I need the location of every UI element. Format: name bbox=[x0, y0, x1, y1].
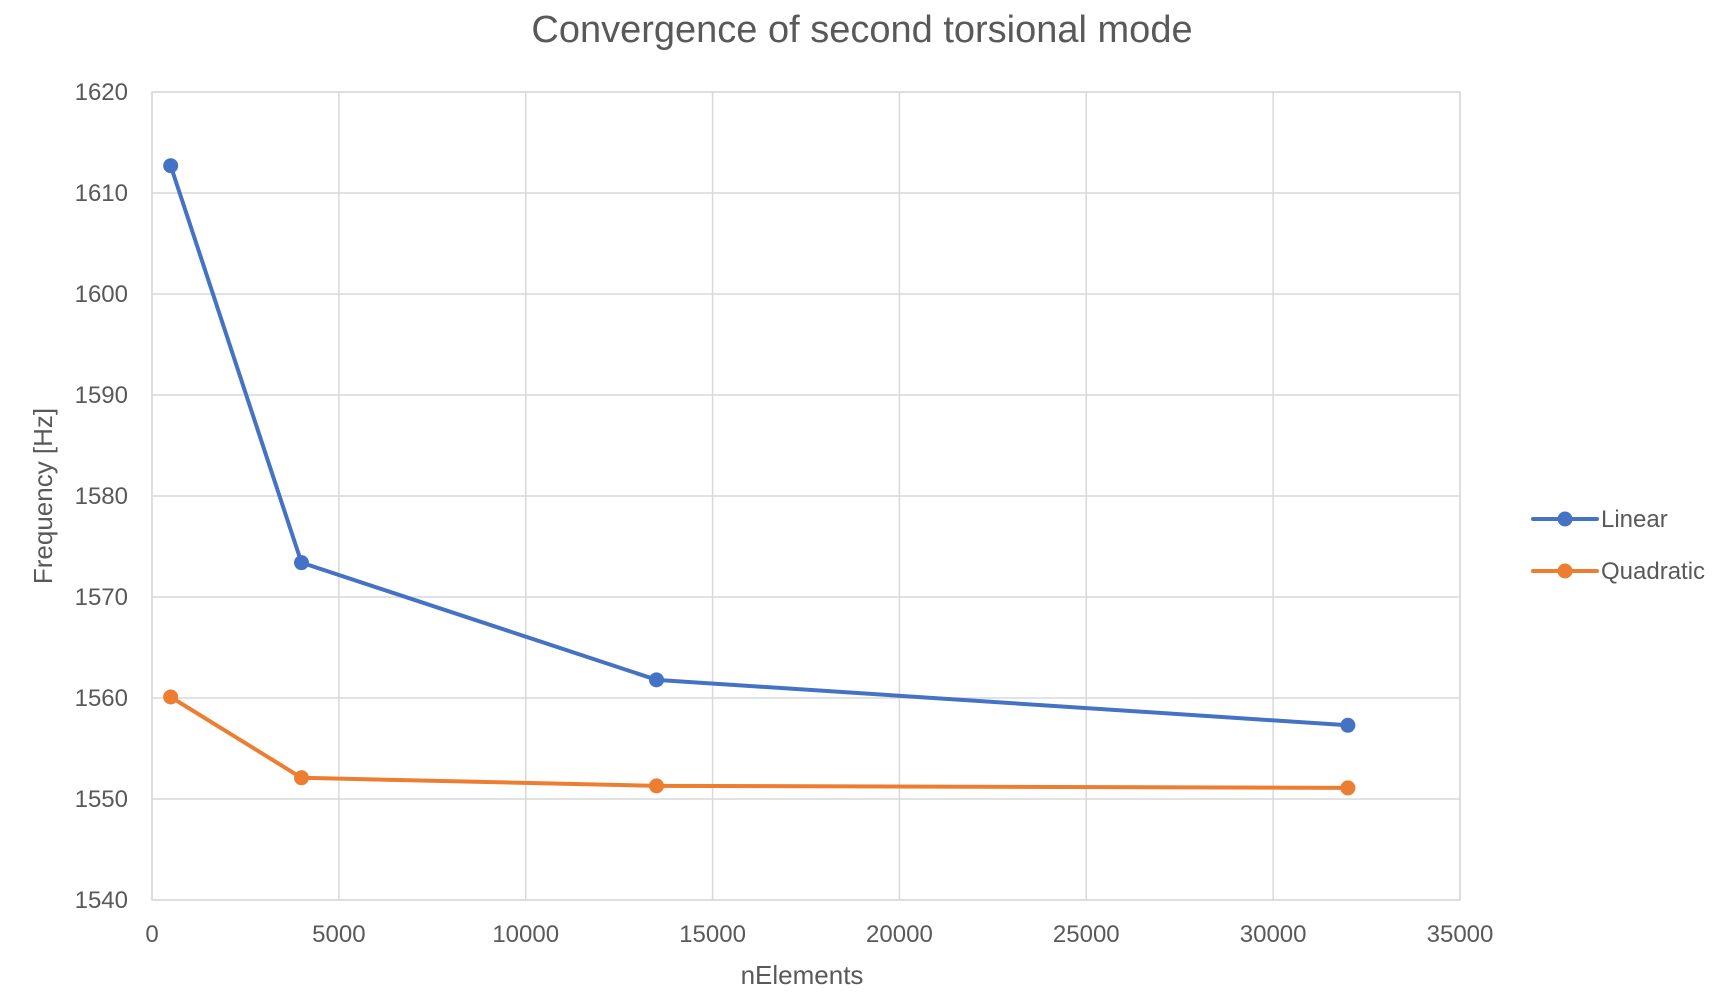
series-line-linear bbox=[168, 163, 1350, 728]
x-tick-label: 30000 bbox=[1240, 921, 1307, 948]
chart-title: Convergence of second torsional mode bbox=[531, 9, 1192, 51]
legend-item-quadratic: Quadratic bbox=[1531, 558, 1705, 585]
data-point-quadratic bbox=[163, 689, 179, 705]
x-tick-label: 25000 bbox=[1053, 921, 1120, 948]
x-tick-label: 20000 bbox=[866, 921, 933, 948]
x-tick-label: 35000 bbox=[1427, 921, 1494, 948]
grid-layer bbox=[151, 91, 1461, 901]
tick-label-layer: 0 5000 10000 15000 20000 25000 30000 35000 1540 1… bbox=[75, 79, 1494, 948]
data-point-linear bbox=[1340, 717, 1356, 733]
data-point-linear bbox=[163, 158, 179, 174]
y-axis-label: Frequency [Hz] bbox=[28, 408, 58, 584]
legend-marker bbox=[1557, 563, 1573, 579]
y-tick-label: 1590 bbox=[75, 382, 128, 409]
legend-label: Quadratic bbox=[1601, 558, 1705, 585]
x-tick-label: 15000 bbox=[679, 921, 746, 948]
series-quadratic bbox=[163, 689, 1356, 796]
data-point-quadratic bbox=[293, 770, 309, 786]
x-tick-label: 5000 bbox=[312, 921, 365, 948]
y-tick-label: 1620 bbox=[75, 79, 128, 106]
legend-item-linear: Linear bbox=[1531, 506, 1668, 533]
x-tick-label: 0 bbox=[145, 921, 158, 948]
legend-label: Linear bbox=[1601, 506, 1668, 533]
legend: Linear Quadratic bbox=[1531, 506, 1705, 585]
data-point-quadratic bbox=[649, 778, 665, 794]
series-layer bbox=[163, 158, 1356, 796]
series-linear bbox=[163, 158, 1356, 733]
legend-marker bbox=[1557, 511, 1573, 527]
y-tick-label: 1550 bbox=[75, 786, 128, 813]
y-tick-label: 1540 bbox=[75, 887, 128, 914]
series-line-quadratic bbox=[168, 694, 1350, 790]
x-axis-label: nElements bbox=[741, 960, 864, 990]
data-point-linear bbox=[649, 672, 665, 688]
y-tick-label: 1560 bbox=[75, 685, 128, 712]
plot-area-border bbox=[151, 91, 1461, 901]
data-point-quadratic bbox=[1340, 780, 1356, 796]
x-tick-label: 10000 bbox=[492, 921, 559, 948]
y-tick-label: 1610 bbox=[75, 180, 128, 207]
data-point-linear bbox=[293, 555, 309, 571]
y-tick-label: 1570 bbox=[75, 584, 128, 611]
y-tick-label: 1600 bbox=[75, 281, 128, 308]
y-tick-label: 1580 bbox=[75, 483, 128, 510]
